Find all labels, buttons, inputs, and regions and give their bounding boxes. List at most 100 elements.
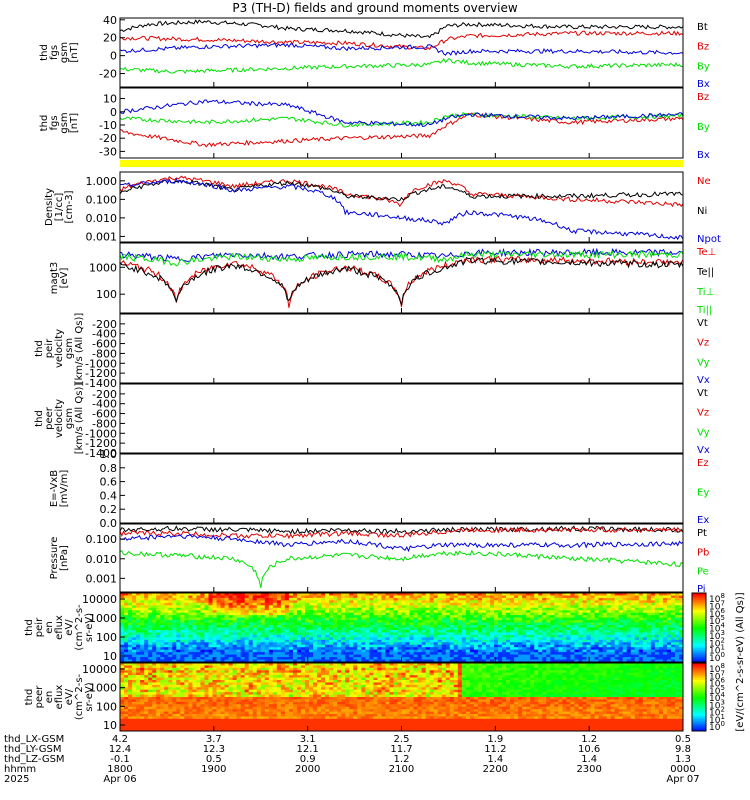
heatmap-cell: [365, 600, 370, 604]
heatmap-cell: [232, 665, 238, 669]
heatmap-cell: [208, 607, 213, 611]
heatmap-cell: [574, 637, 579, 641]
heatmap-cell: [224, 663, 230, 666]
heatmap-cell: [280, 622, 286, 626]
heatmap-cell: [622, 672, 628, 676]
heatmap-cell: [670, 607, 676, 611]
heatmap-cell: [650, 627, 656, 631]
heatmap-cell: [606, 593, 612, 596]
heatmap-cell: [566, 632, 571, 636]
heatmap-cell: [401, 605, 407, 609]
heatmap-cell: [594, 620, 600, 624]
heatmap-cell: [477, 627, 483, 631]
heatmap-cell: [304, 675, 310, 679]
heatmap-cell: [586, 670, 592, 674]
heatmap-cell: [622, 627, 628, 631]
heatmap-cell: [268, 670, 274, 674]
heatmap-cell: [457, 627, 463, 631]
heatmap-cell: [646, 634, 652, 638]
heatmap-cell: [144, 605, 149, 609]
heatmap-cell: [522, 595, 527, 599]
heatmap-cell: [445, 672, 451, 676]
heatmap-cell: [313, 672, 318, 676]
heatmap-cell: [276, 675, 282, 679]
heatmap-cell: [405, 612, 411, 616]
heatmap-cell: [570, 610, 575, 614]
heatmap-cell: [156, 629, 161, 633]
heatmap-cell: [429, 642, 435, 646]
heatmap-cell: [606, 649, 612, 653]
heatmap-cell: [333, 637, 338, 641]
heatmap-cell: [144, 595, 149, 599]
heatmap-cell: [220, 625, 226, 628]
heatmap-cell: [449, 593, 455, 596]
heatmap-cell: [566, 667, 571, 671]
heatmap-cell: [256, 597, 262, 601]
heatmap-cell: [208, 652, 213, 656]
heatmap-cell: [554, 597, 559, 601]
heatmap-cell: [570, 597, 575, 601]
heatmap-cell: [248, 595, 254, 599]
heatmap-cell: [674, 665, 680, 669]
heatmap-cell: [662, 657, 668, 661]
heatmap-cell: [477, 597, 483, 601]
heatmap-cell: [337, 649, 342, 653]
heatmap-cell: [321, 647, 326, 651]
heatmap-cell: [329, 667, 334, 671]
heatmap-cell: [200, 652, 205, 656]
heatmap-cell: [124, 607, 129, 611]
heatmap-cell: [586, 595, 592, 599]
y-axis-label: thd: [39, 115, 50, 132]
heatmap-cell: [562, 649, 567, 653]
heatmap-cell: [313, 629, 318, 633]
heatmap-cell: [212, 593, 218, 596]
heatmap-cell: [453, 654, 459, 658]
heatmap-cell: [489, 663, 495, 666]
heatmap-cell: [546, 665, 551, 669]
heatmap-cell: [212, 659, 218, 663]
heatmap-cell: [296, 627, 302, 631]
heatmap-cell: [437, 615, 443, 619]
heatmap-cell: [325, 602, 330, 606]
heatmap-cell: [252, 625, 258, 628]
heatmap-cell: [554, 670, 559, 674]
heatmap-cell: [433, 629, 439, 633]
heatmap-cell: [598, 597, 604, 601]
heatmap-cell: [272, 649, 278, 653]
heatmap-cell: [184, 607, 189, 611]
heatmap-cell: [160, 644, 165, 648]
heatmap-cell: [397, 593, 402, 596]
heatmap-cell: [284, 675, 290, 679]
heatmap-cell: [461, 597, 467, 601]
heatmap-cell: [485, 595, 491, 599]
heatmap-cell: [337, 670, 342, 674]
heatmap-cell: [373, 642, 378, 646]
heatmap-cell: [518, 620, 523, 624]
heatmap-cell: [634, 657, 640, 661]
y-tick-label: 10000: [82, 593, 117, 606]
heatmap-cell: [566, 612, 571, 616]
heatmap-cell: [602, 644, 608, 648]
heatmap-cell: [204, 672, 209, 676]
y-tick-label: -10: [99, 119, 117, 132]
heatmap-cell: [678, 672, 684, 676]
heatmap-cell: [345, 659, 350, 663]
heatmap-cell: [578, 615, 583, 619]
heatmap-cell: [280, 632, 286, 636]
heatmap-cell: [445, 647, 451, 651]
heatmap-cell: [425, 602, 431, 606]
heatmap-cell: [445, 632, 451, 636]
heatmap-cell: [349, 675, 354, 679]
heatmap-cell: [264, 600, 270, 604]
heatmap-cell: [417, 647, 423, 651]
heatmap-cell: [570, 670, 575, 674]
heatmap-cell: [309, 593, 314, 596]
heatmap-cell: [164, 639, 169, 643]
heatmap-cell: [678, 644, 684, 648]
heatmap-cell: [160, 593, 165, 596]
heatmap-cell: [409, 625, 415, 628]
heatmap-cell: [678, 667, 684, 671]
heatmap-cell: [136, 663, 141, 666]
heatmap-cell: [658, 637, 664, 641]
heatmap-cell: [485, 670, 491, 674]
